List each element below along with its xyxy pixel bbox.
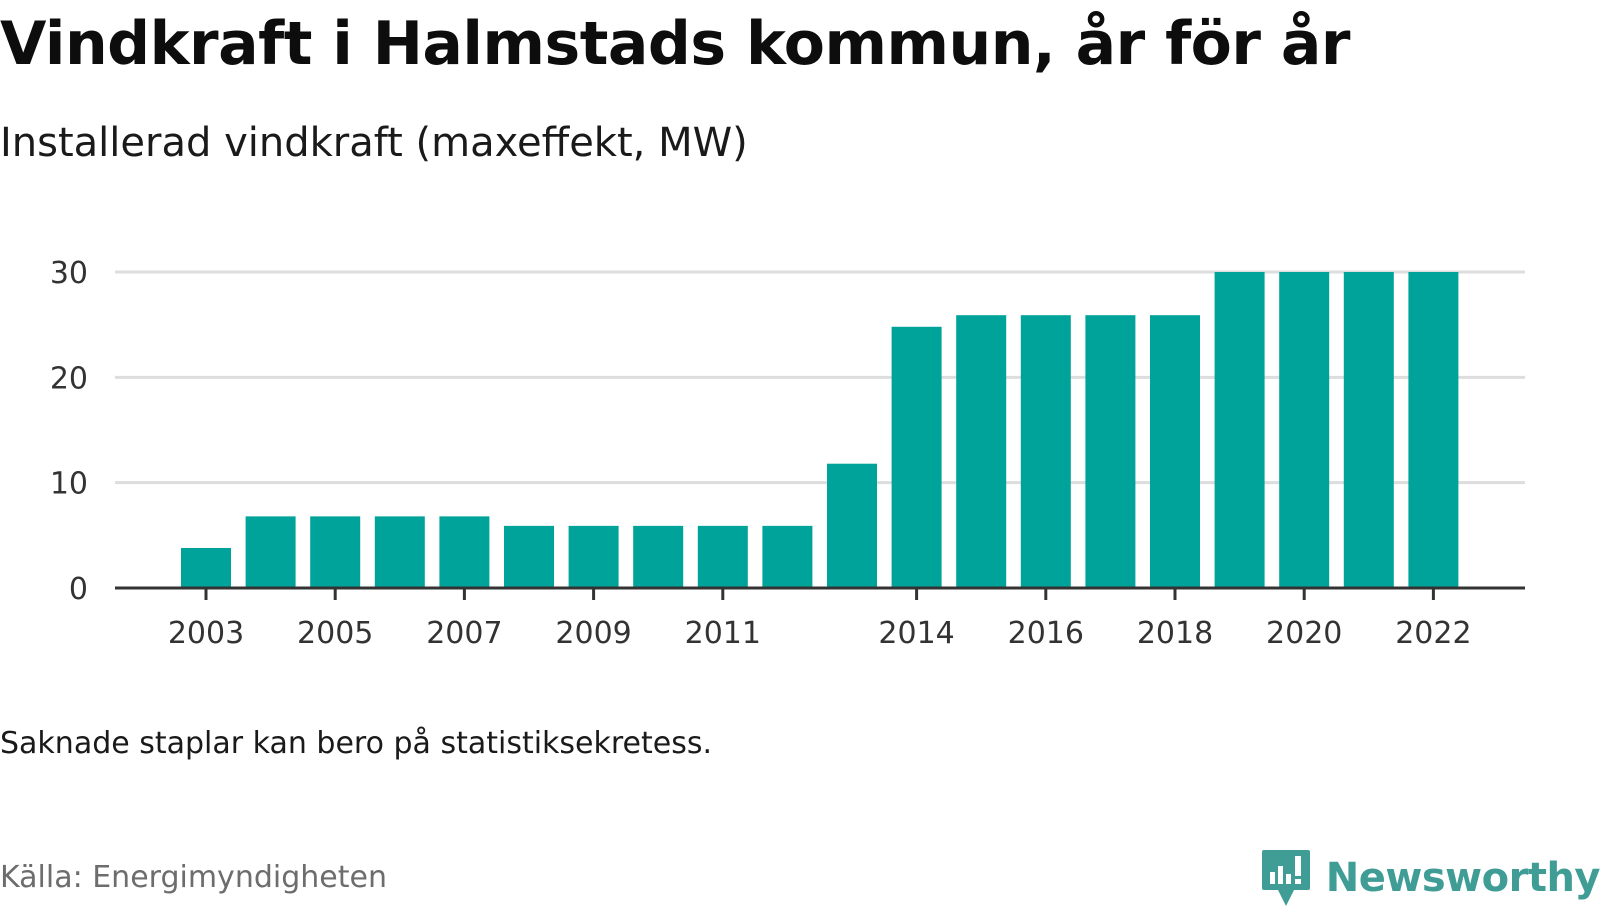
bar-2013 bbox=[827, 463, 877, 588]
y-tick-label: 20 bbox=[50, 361, 88, 396]
x-tick-label: 2014 bbox=[878, 616, 954, 651]
x-tick-label: 2011 bbox=[685, 616, 761, 651]
x-tick-label: 2007 bbox=[426, 616, 502, 651]
y-axis-labels: 0 10 20 30 bbox=[50, 256, 88, 607]
bar-2017 bbox=[1085, 315, 1136, 588]
chart-subtitle: Installerad vindkraft (maxeffekt, MW) bbox=[0, 120, 748, 166]
bar-2022 bbox=[1408, 272, 1459, 588]
source-credit: Källa: Energimyndigheten bbox=[0, 860, 387, 895]
x-tick-label: 2022 bbox=[1395, 616, 1471, 651]
newsworthy-logo-icon bbox=[1261, 850, 1310, 906]
x-tick-label: 2016 bbox=[1008, 616, 1084, 651]
x-tick-label: 2018 bbox=[1137, 616, 1213, 651]
bar-2012 bbox=[762, 525, 813, 588]
bar-2021 bbox=[1343, 272, 1394, 588]
bar-2003 bbox=[181, 547, 231, 588]
bar-2006 bbox=[374, 516, 425, 588]
bar-2010 bbox=[633, 525, 684, 588]
x-tick-label: 2009 bbox=[555, 616, 631, 651]
bar-2016 bbox=[1020, 315, 1071, 588]
brand-name: Newsworthy bbox=[1325, 855, 1600, 901]
bar-2004 bbox=[245, 516, 296, 588]
x-tick-label: 2003 bbox=[168, 616, 244, 651]
bar-2009 bbox=[568, 525, 619, 588]
y-tick-label: 30 bbox=[50, 256, 88, 291]
y-tick-label: 10 bbox=[50, 467, 88, 502]
chart-note: Saknade staplar kan bero på statistiksek… bbox=[0, 726, 713, 761]
bar-2019 bbox=[1214, 272, 1265, 588]
bar-2015 bbox=[956, 315, 1007, 588]
bar-2011 bbox=[697, 525, 748, 588]
bar-2005 bbox=[310, 516, 361, 588]
bar-2014 bbox=[891, 326, 942, 588]
bar-2018 bbox=[1150, 315, 1200, 588]
x-axis-labels: 2003 2005 2007 2009 2011 2014 2016 2018 2020 2022 bbox=[168, 616, 1472, 651]
bar-2020 bbox=[1279, 272, 1330, 588]
bar-chart: 0 10 20 30 2003 2005 2007 2009 2011 2014 2016 2018… bbox=[50, 256, 1525, 651]
brand-logo: Newsworthy bbox=[1260, 842, 1600, 914]
bar-2007 bbox=[439, 516, 490, 588]
x-tick-label: 2005 bbox=[297, 616, 373, 651]
x-axis bbox=[115, 586, 1525, 600]
bars bbox=[181, 272, 1459, 588]
chart-title: Vindkraft i Halmstads kommun, år för år bbox=[0, 9, 1350, 79]
x-tick-label: 2020 bbox=[1266, 616, 1342, 651]
y-tick-label: 0 bbox=[69, 572, 88, 607]
bar-2008 bbox=[504, 525, 554, 588]
